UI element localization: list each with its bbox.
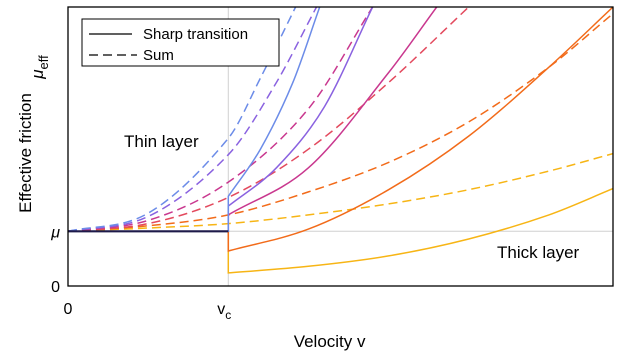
legend-label-sum: Sum bbox=[143, 47, 174, 64]
series-line-0-dashed bbox=[68, 152, 613, 233]
series-line-1-dashed bbox=[68, 13, 613, 233]
series-line-4-dashed bbox=[68, 7, 318, 233]
y-axis-label-subscript: eff bbox=[36, 55, 51, 70]
series-line-3-dashed bbox=[68, 7, 374, 233]
x-tick-label-vc-base: v bbox=[217, 301, 225, 318]
x-axis-label: Velocity v bbox=[294, 332, 366, 351]
series-group bbox=[68, 7, 613, 274]
legend: Sharp transition Sum bbox=[81, 18, 280, 67]
series-line-2-dashed bbox=[68, 7, 470, 233]
x-tick-label-vc-subscript: c bbox=[225, 308, 231, 322]
y-tick-label-mu: μ bbox=[50, 224, 60, 241]
legend-box bbox=[81, 18, 280, 67]
y-axis-label-symbol: μeff bbox=[28, 55, 51, 80]
x-tick-label-zero: 0 bbox=[64, 301, 73, 318]
legend-label-sharp-transition: Sharp transition bbox=[143, 26, 248, 43]
plot-frame bbox=[67, 6, 614, 287]
y-axis-label-mu: μ bbox=[28, 69, 47, 80]
y-axis-label: Effective friction μeff bbox=[16, 55, 51, 213]
annotation-thick-layer: Thick layer bbox=[497, 243, 580, 262]
annotation-thin-layer: Thin layer bbox=[124, 132, 199, 151]
y-tick-label-zero: 0 bbox=[51, 279, 60, 296]
y-axis-label-text: Effective friction bbox=[16, 93, 35, 213]
x-tick-label-vc: vc bbox=[217, 301, 231, 322]
